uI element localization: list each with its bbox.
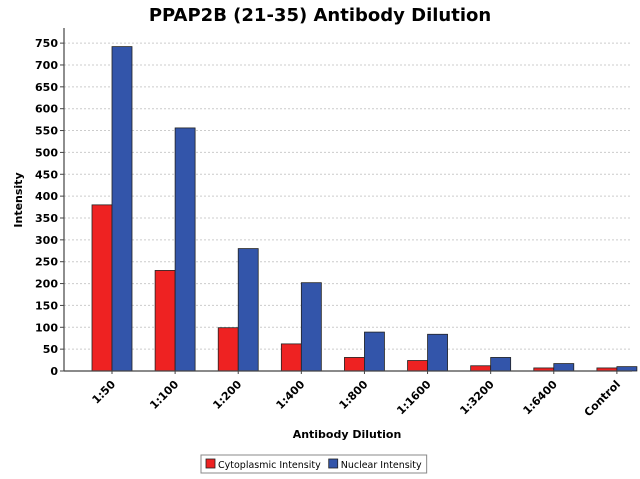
y-tick-label: 150	[35, 299, 58, 312]
legend: Cytoplasmic Intensity Nuclear Intensity	[200, 454, 428, 474]
x-tick-label: 1:800	[337, 378, 371, 412]
y-tick-label: 650	[35, 81, 58, 94]
x-tick-label: 1:400	[274, 378, 308, 412]
grid-lines	[64, 42, 632, 350]
bar	[111, 46, 133, 372]
y-tick-label: 700	[35, 59, 58, 72]
x-tick-label: Control	[582, 378, 623, 419]
x-tick-label: 1:3200	[457, 378, 497, 418]
bar	[300, 282, 322, 372]
y-tick-label: 550	[35, 125, 58, 138]
bar	[470, 365, 492, 372]
legend-swatch	[328, 458, 339, 469]
bar	[407, 360, 428, 372]
y-tick-label: 450	[35, 168, 58, 181]
y-tick-label: 600	[35, 103, 58, 116]
bar	[154, 270, 176, 372]
bar	[616, 366, 638, 372]
x-tick-label: 1:50	[90, 378, 119, 407]
legend-box	[200, 454, 428, 474]
y-tick-label: 350	[35, 212, 58, 225]
y-axis-label: Intensity	[12, 172, 25, 227]
bar	[553, 363, 575, 372]
bar	[91, 204, 113, 372]
x-tick-label: 1:100	[147, 378, 181, 412]
y-tick-label: 50	[43, 343, 59, 356]
y-tick-label: 200	[35, 278, 58, 291]
legend-swatch	[205, 458, 216, 469]
bar	[344, 357, 365, 372]
chart-title: PPAP2B (21-35) Antibody Dilution	[149, 5, 491, 26]
y-tick-label: 750	[35, 37, 58, 50]
bar	[217, 327, 239, 372]
x-tick-label: 1:1600	[394, 378, 434, 418]
bar	[364, 331, 385, 372]
x-axis-ticks: 1:50 1:100 1:200 1:400 1:800 1:1600 1:3200 1:64…	[90, 371, 623, 419]
bar	[280, 343, 302, 372]
y-tick-label: 100	[35, 321, 58, 334]
x-axis-label: Antibody Dilution	[293, 428, 402, 441]
axes	[63, 28, 632, 372]
bar	[174, 127, 196, 372]
legend-label: Cytoplasmic Intensity	[218, 460, 321, 471]
bar	[490, 357, 512, 372]
x-tick-label: 1:200	[210, 378, 244, 412]
bar	[427, 333, 448, 372]
legend-label: Nuclear Intensity	[341, 460, 422, 471]
x-tick-label: 1:6400	[521, 378, 561, 418]
y-tick-label: 0	[50, 365, 58, 378]
y-tick-label: 300	[35, 234, 58, 247]
y-tick-label: 400	[35, 190, 58, 203]
bars	[91, 46, 638, 372]
y-tick-label: 500	[35, 146, 58, 159]
bar	[237, 248, 259, 372]
y-axis-ticks: 0 50 100 150 200 250 300 350 400 450 500 550 600 650 7…	[35, 37, 64, 378]
y-tick-label: 250	[35, 256, 58, 269]
